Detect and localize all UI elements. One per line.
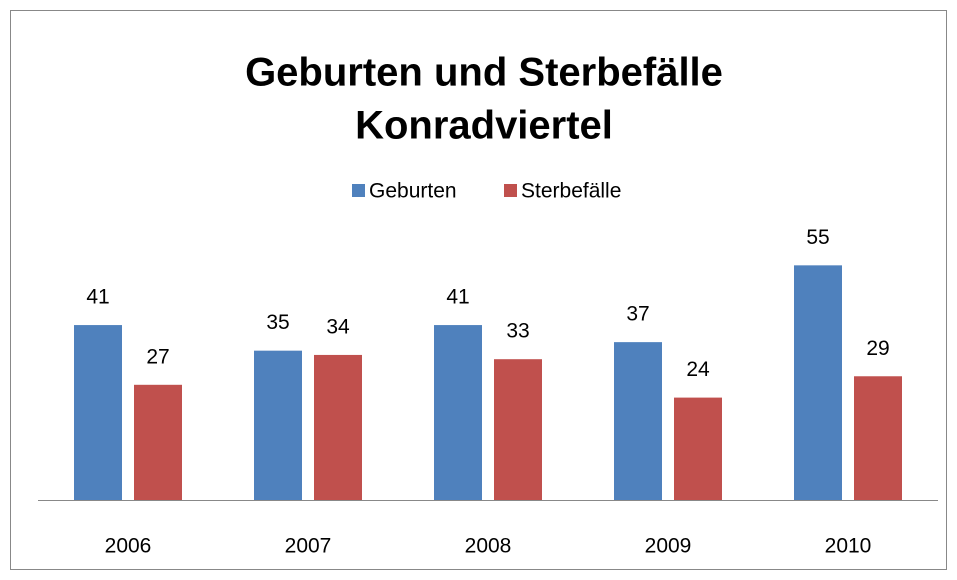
bar bbox=[134, 384, 182, 500]
data-label: 37 bbox=[626, 303, 649, 326]
legend-label: Sterbefälle bbox=[521, 180, 621, 203]
data-label: 55 bbox=[806, 226, 829, 249]
x-tick-label: 2006 bbox=[105, 535, 152, 558]
data-label: 24 bbox=[686, 358, 710, 381]
chart-title: Konradviertel bbox=[355, 104, 613, 148]
data-label: 33 bbox=[506, 320, 529, 343]
bar bbox=[794, 265, 842, 500]
chart-title: Geburten und Sterbefälle bbox=[245, 51, 723, 95]
legend-swatch bbox=[352, 184, 365, 197]
data-label: 41 bbox=[86, 286, 109, 309]
x-tick-label: 2009 bbox=[645, 535, 692, 558]
bar bbox=[314, 354, 362, 500]
bar bbox=[494, 359, 542, 500]
data-label: 29 bbox=[866, 337, 889, 360]
x-tick-label: 2007 bbox=[285, 535, 332, 558]
bar bbox=[254, 350, 302, 500]
x-tick-label: 2008 bbox=[465, 535, 512, 558]
legend-swatch bbox=[504, 184, 517, 197]
bar bbox=[614, 342, 662, 500]
data-label: 41 bbox=[446, 286, 469, 309]
data-label: 35 bbox=[266, 311, 289, 334]
x-tick-label: 2010 bbox=[825, 535, 872, 558]
bar bbox=[674, 397, 722, 500]
data-label: 34 bbox=[326, 315, 350, 338]
data-label: 27 bbox=[146, 345, 169, 368]
legend-label: Geburten bbox=[369, 180, 457, 203]
bar bbox=[854, 376, 902, 500]
bar bbox=[434, 325, 482, 500]
bar bbox=[74, 325, 122, 500]
